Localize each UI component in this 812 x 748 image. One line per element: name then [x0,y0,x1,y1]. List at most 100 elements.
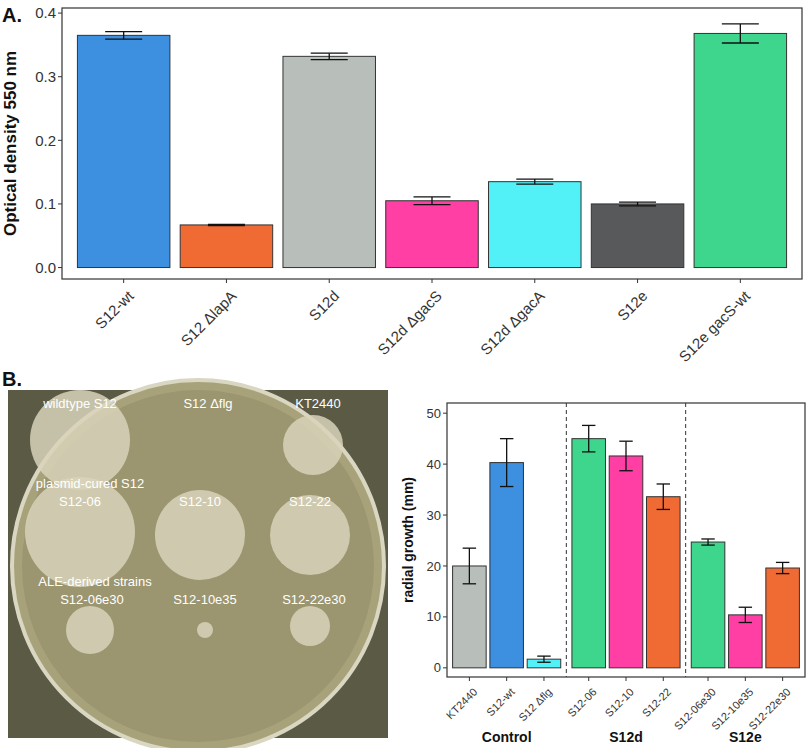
panel-label: A. [2,4,22,26]
error-cap [463,583,476,584]
y-tick [443,413,447,414]
x-tick-label: S12-wt [92,286,138,332]
x-tick-label: S12-10 [602,686,636,720]
y-tick-label: 0.4 [35,4,56,21]
chart-0: A.0.00.10.20.30.4Optical density 550 nmS… [1,4,802,365]
x-tick-label: S12d ΔgacS [374,287,445,358]
error-bar [739,607,752,622]
bar [386,201,479,268]
error-stem [745,607,746,622]
y-tick [58,76,62,77]
y-tick [58,13,62,14]
x-tick [123,279,124,283]
dish [12,380,384,748]
colony [270,495,350,575]
bar [766,568,800,668]
error-bar [463,548,476,584]
y-tick [443,616,447,617]
error-cap [537,655,550,656]
error-cap [414,204,451,205]
error-stem [123,32,124,40]
photo-label: KT2440 [295,396,341,411]
error-bar [619,202,656,206]
colony [155,490,245,580]
x-tick [506,677,507,681]
error-bar [537,656,550,662]
error-stem [469,548,470,584]
y-axis-label: Optical density 550 nm [1,51,20,236]
x-tick [782,677,783,681]
error-bar [500,439,513,487]
error-bar [722,24,759,43]
error-cap [619,201,656,202]
error-cap [657,509,670,510]
error-stem [506,439,507,487]
x-tick-label: S12 Δflg [516,686,554,724]
photo-label: S12-22 [289,494,331,509]
error-cap [582,425,595,426]
x-tick [740,279,741,283]
photo-label: ALE-derived strains [38,574,152,589]
bar [647,497,681,668]
y-tick [58,140,62,141]
x-tick [432,279,433,283]
x-tick [534,279,535,283]
y-tick [443,667,447,668]
x-tick-label: S12-22 [640,686,674,720]
panel-label: B. [2,368,22,390]
error-cap [739,622,752,623]
x-tick-label: S12e [614,287,651,324]
x-tick [469,677,470,681]
error-cap [619,470,632,471]
error-stem [625,441,626,471]
group-label: S12d [609,729,642,745]
photo-label: S12-10e35 [173,592,237,607]
error-cap [701,544,714,545]
group-separator [685,403,686,677]
error-bar [619,441,632,471]
error-stem [534,179,535,184]
bar [609,456,643,668]
bar [77,35,169,267]
figure: A.0.00.10.20.30.4Optical density 550 nmS… [0,0,812,748]
error-cap [776,562,789,563]
error-bar [516,179,553,184]
error-bar [105,32,142,40]
error-stem [782,562,783,573]
error-cap [537,662,550,663]
error-cap [516,184,553,185]
error-stem [707,539,708,545]
error-stem [663,484,664,509]
error-cap [463,547,476,548]
colony [66,606,114,654]
error-cap [619,205,656,206]
y-tick-label: 0 [434,660,441,675]
error-cap [500,486,513,487]
bar [283,56,376,267]
error-cap [739,607,752,608]
photo-label: S12 Δflg [183,396,232,411]
x-tick-label: S12e gacS-wt [675,286,754,365]
error-cap [208,225,245,226]
photo-label: S12-22e30 [282,592,346,607]
y-tick [443,565,447,566]
photo-label: S12-06e30 [60,592,124,607]
y-tick-label: 30 [427,508,441,523]
error-cap [105,39,142,40]
bar [694,33,787,267]
y-tick [58,267,62,268]
group-separator [566,403,567,677]
bar [591,204,684,268]
x-tick [745,677,746,681]
error-cap [311,59,348,60]
error-cap [701,538,714,539]
error-bar [701,539,714,545]
y-tick [443,515,447,516]
x-tick [329,279,330,283]
error-cap [208,224,245,225]
x-tick [626,677,627,681]
x-tick-label: S12d ΔgacA [477,287,548,358]
error-cap [414,196,451,197]
marks [453,425,800,667]
x-tick [708,677,709,681]
